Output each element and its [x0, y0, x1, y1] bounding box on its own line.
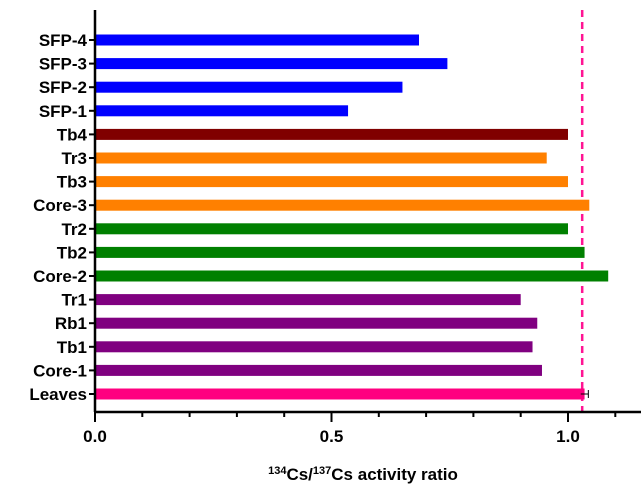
category-label-sfp-2: SFP-2	[39, 78, 87, 97]
bar-leaves	[96, 388, 585, 400]
category-label-tb1: Tb1	[57, 338, 87, 357]
labels-layer: SFP-4 SFP-3 SFP-2 SFP-1 Tb4 Tr3 Tb3 Core-3 Tr2 Tb…	[29, 31, 579, 446]
bar-tb1	[96, 341, 533, 353]
category-label-sfp-1: SFP-1	[39, 102, 87, 121]
bar-core-3	[96, 199, 590, 211]
axes-layer	[89, 10, 641, 422]
category-label-rb1: Rb1	[55, 314, 87, 333]
category-label-tr1: Tr1	[61, 291, 87, 310]
category-label-sfp-3: SFP-3	[39, 55, 87, 74]
bar-tr2	[96, 223, 568, 235]
bar-core-2	[96, 270, 609, 282]
x-tick-label: 1.0	[556, 427, 580, 446]
bars-layer	[96, 34, 609, 400]
category-label-tb4: Tb4	[57, 125, 88, 144]
bar-tb2	[96, 246, 585, 258]
bar-core-1	[96, 364, 542, 376]
bar-tr3	[96, 152, 547, 164]
x-tick-label: 0.5	[320, 427, 344, 446]
x-tick-label: 0.0	[83, 427, 107, 446]
category-label-core-1: Core-1	[33, 361, 87, 380]
x-axis-title-part1: Cs/	[286, 465, 313, 484]
x-axis-title-part2: Cs activity ratio	[331, 465, 458, 484]
bar-tb3	[96, 176, 568, 188]
category-label-tb2: Tb2	[57, 243, 87, 262]
bar-tr1	[96, 294, 521, 306]
category-label-leaves: Leaves	[29, 385, 87, 404]
category-label-tr2: Tr2	[61, 220, 87, 239]
category-label-tr3: Tr3	[61, 149, 87, 168]
category-label-core-3: Core-3	[33, 196, 87, 215]
category-label-core-2: Core-2	[33, 267, 87, 286]
bar-sfp-4	[96, 34, 420, 46]
x-axis-title-sup2: 137	[313, 465, 331, 477]
bar-sfp-3	[96, 58, 448, 70]
x-axis-title-sup1: 134	[268, 465, 287, 477]
bar-tb4	[96, 128, 568, 140]
bar-sfp-2	[96, 81, 403, 93]
x-axis-title: 134Cs/137Cs activity ratio	[268, 465, 458, 484]
bar-sfp-1	[96, 105, 349, 117]
category-label-sfp-4: SFP-4	[39, 31, 88, 50]
bar-rb1	[96, 317, 538, 329]
category-label-tb3: Tb3	[57, 173, 87, 192]
